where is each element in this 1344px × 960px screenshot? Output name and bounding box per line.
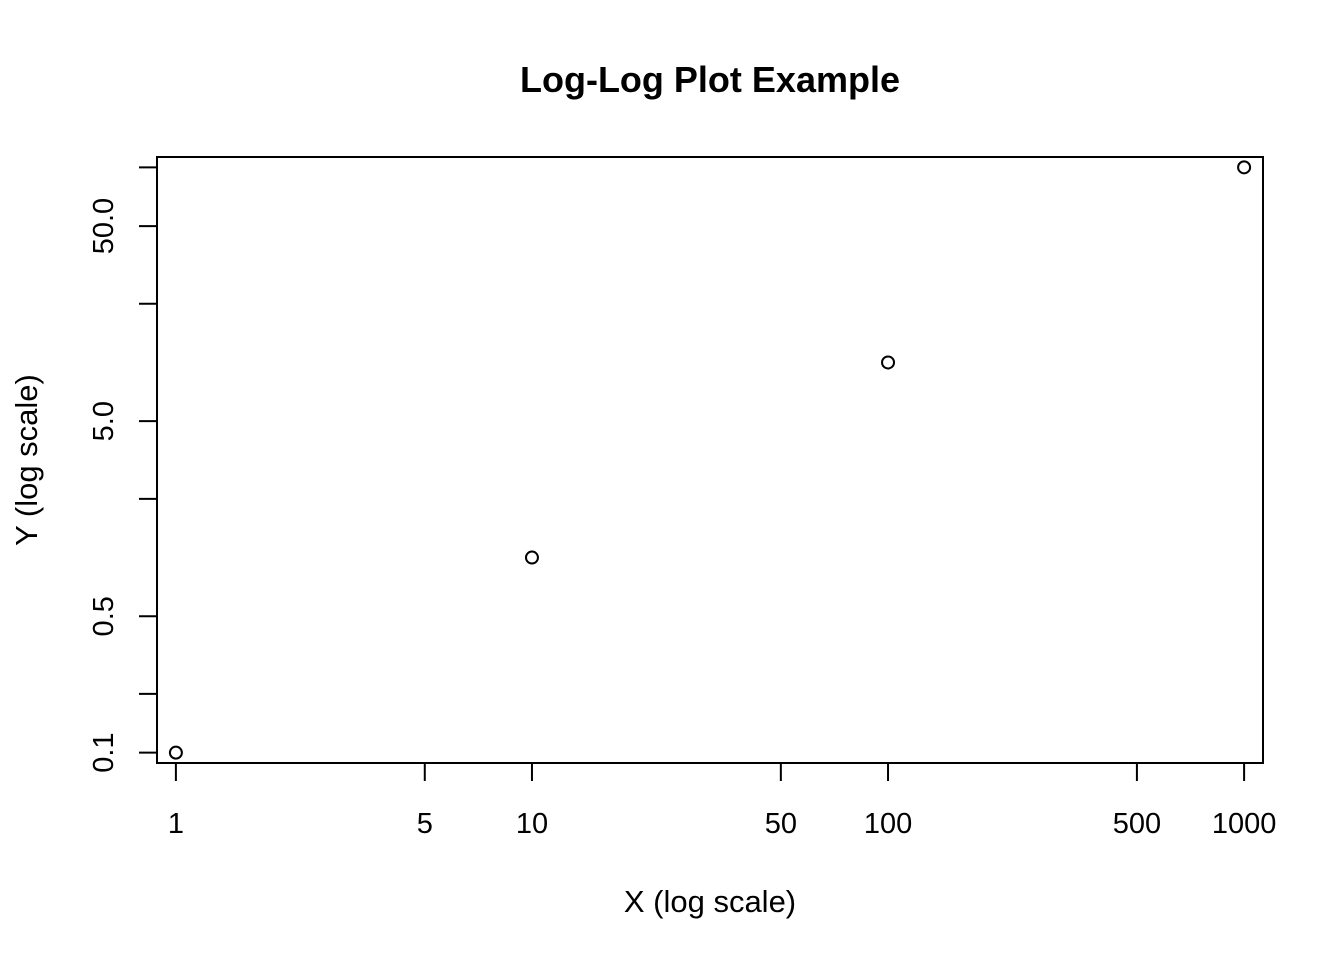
y-tick-label: 50.0 [88,198,120,254]
x-axis-label: X (log scale) [624,884,796,919]
y-tick-label: 0.1 [88,732,120,772]
x-tick-label: 50 [765,808,797,840]
y-tick-label: 0.5 [88,596,120,636]
x-tick-label: 500 [1113,808,1161,840]
x-tick-label: 100 [864,808,912,840]
scatter-points [168,160,1252,760]
data-point [168,745,183,760]
x-tick-label: 5 [417,808,433,840]
chart-title: Log-Log Plot Example [520,59,900,100]
y-axis-label: Y (log scale) [9,374,44,546]
y-axis: 0.1 0.5 5.0 50.0 [88,166,157,773]
y-tick-label: 5.0 [88,401,120,441]
x-tick-label: 1000 [1212,808,1277,840]
plot-frame [156,156,1264,764]
data-point [881,355,896,370]
x-axis: 1 5 10 50 100 500 1000 [168,763,1277,840]
data-point [1237,160,1252,175]
data-point [524,550,539,565]
x-tick-label: 1 [168,808,184,840]
x-tick-label: 10 [516,808,548,840]
